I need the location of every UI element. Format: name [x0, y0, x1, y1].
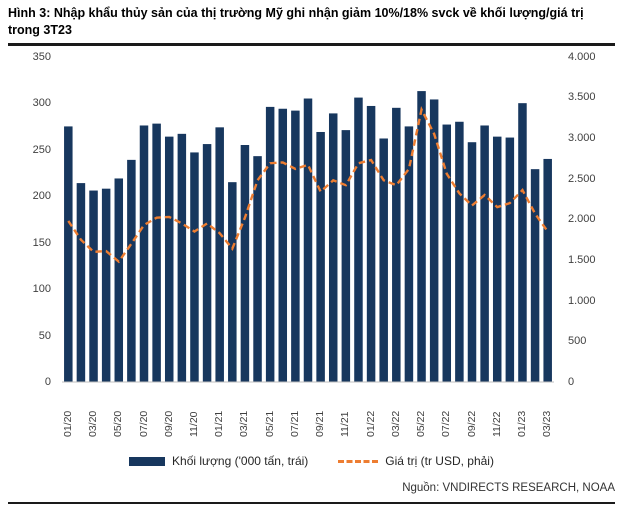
- bar: [543, 158, 552, 382]
- x-axis-tick: 01/20: [61, 410, 74, 437]
- bar: [492, 136, 502, 382]
- x-axis-tick: 01/22: [364, 410, 377, 437]
- x-axis-tick: 11/22: [490, 411, 503, 438]
- bar-legend-label: Khối lượng ('000 tấn, trái): [172, 454, 309, 468]
- bar: [303, 98, 313, 382]
- bar: [366, 105, 376, 383]
- bar: [76, 183, 86, 382]
- bar: [392, 107, 401, 382]
- bar: [164, 136, 174, 382]
- x-axis-tick: 03/22: [389, 410, 402, 437]
- bar: [341, 130, 351, 382]
- bar: [291, 110, 300, 383]
- bar: [429, 99, 439, 382]
- legend-item-volume: Khối lượng ('000 tấn, trái): [129, 454, 308, 468]
- x-axis-tick: 07/21: [288, 410, 301, 437]
- bar: [64, 126, 73, 382]
- bar: [404, 126, 414, 382]
- figure-title: Hình 3: Nhập khẩu thủy sản của thị trườn…: [8, 6, 584, 37]
- x-axis-tick: 09/20: [162, 410, 175, 437]
- bar: [278, 108, 288, 382]
- bar: [518, 103, 527, 383]
- bar: [139, 125, 149, 382]
- x-axis-tick: 09/21: [314, 410, 327, 437]
- right-axis-tick: 500: [568, 335, 587, 348]
- value-line: [67, 106, 549, 264]
- line-legend-label: Giá trị (tr USD, phải): [385, 454, 494, 468]
- bar: [505, 137, 515, 382]
- bar: [467, 142, 477, 382]
- x-axis-tick: 03/21: [238, 410, 251, 437]
- bar: [354, 97, 363, 382]
- bar: [442, 124, 452, 383]
- left-axis-tick: 0: [44, 376, 51, 388]
- x-axis-tick: 07/22: [440, 410, 453, 437]
- right-axis-tick: 2.000: [568, 213, 596, 226]
- x-axis-tick: 07/20: [137, 410, 150, 437]
- bar: [127, 159, 136, 382]
- bar: [152, 123, 161, 383]
- x-axis-tick: 11/21: [339, 411, 352, 438]
- bar-legend-swatch-icon: [129, 456, 166, 466]
- bar: [455, 121, 464, 382]
- right-axis-tick: 3.000: [568, 132, 596, 145]
- bar: [480, 125, 489, 382]
- bar: [253, 156, 262, 382]
- left-axis-tick: 350: [32, 50, 51, 63]
- x-axis-tick: 05/22: [415, 410, 428, 437]
- right-axis-tick: 3.500: [568, 91, 596, 104]
- bar: [215, 127, 224, 382]
- legend: Khối lượng ('000 tấn, trái) Giá trị (tr …: [0, 452, 623, 470]
- bar: [202, 144, 212, 382]
- x-axis-tick: 01/23: [515, 410, 528, 437]
- left-axis-tick: 250: [32, 143, 51, 156]
- dashed-line-legend-icon: [338, 459, 379, 463]
- source-credit: Nguồn: VNDIRECTS RESEARCH, NOAA: [402, 482, 615, 494]
- right-axis-tick: 0: [568, 376, 575, 388]
- x-axis-tick: 05/21: [263, 410, 276, 437]
- right-axis-tick: 1.000: [568, 294, 596, 307]
- bar: [89, 190, 98, 382]
- left-axis-tick: 150: [32, 236, 51, 249]
- bar: [114, 178, 124, 382]
- bar: [177, 133, 187, 382]
- bar: [240, 145, 250, 382]
- bottom-divider: [8, 502, 615, 504]
- x-axis-tick: 09/22: [465, 410, 478, 437]
- chart-plot: [62, 91, 554, 383]
- bar: [265, 106, 275, 382]
- bar: [101, 188, 111, 382]
- bar: [328, 113, 338, 383]
- left-axis-tick: 50: [38, 329, 51, 342]
- bar: [379, 138, 388, 382]
- bar: [190, 152, 199, 382]
- x-axis-tick: 05/20: [112, 410, 125, 437]
- title-divider: [8, 43, 615, 46]
- x-axis-tick: 03/20: [87, 410, 100, 437]
- left-axis-tick: 200: [32, 190, 51, 203]
- bar: [530, 169, 540, 382]
- legend-item-value: Giá trị (tr USD, phải): [338, 454, 494, 468]
- bar: [417, 91, 426, 382]
- x-axis-tick: 01/21: [213, 410, 226, 437]
- left-axis-tick: 100: [32, 283, 51, 296]
- right-axis-tick: 1.500: [568, 254, 596, 266]
- left-axis-tick: 300: [32, 97, 51, 110]
- x-axis-tick: 11/20: [187, 411, 200, 438]
- bar: [228, 182, 237, 382]
- right-axis-tick: 4.000: [568, 50, 596, 63]
- bar: [316, 131, 325, 382]
- x-axis-tick: 03/23: [541, 410, 554, 437]
- right-axis-tick: 2.500: [568, 172, 596, 185]
